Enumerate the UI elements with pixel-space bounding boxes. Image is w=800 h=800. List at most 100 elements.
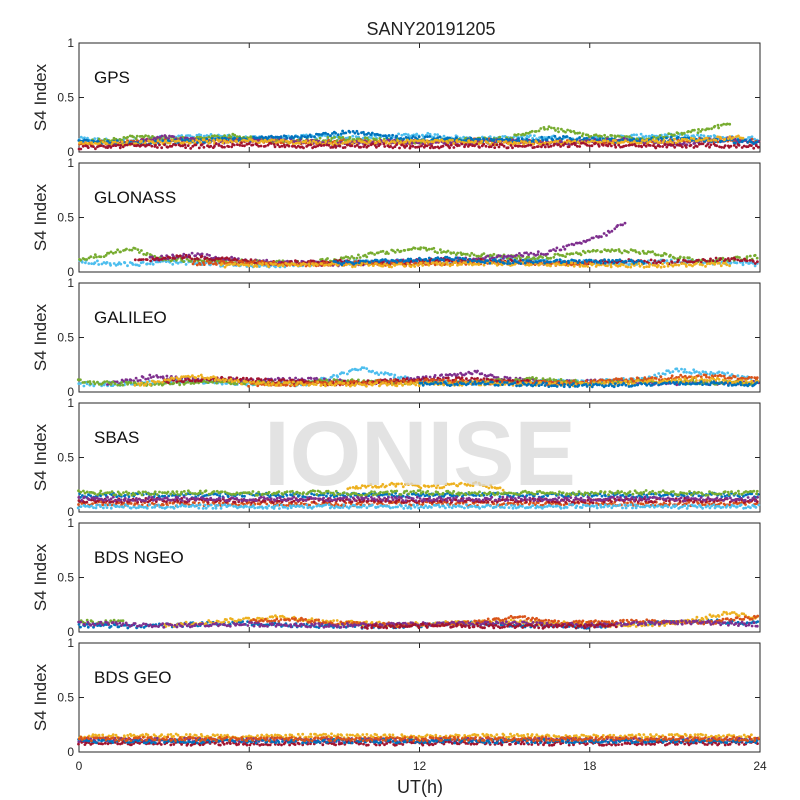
data-point — [396, 139, 400, 143]
data-point — [411, 144, 415, 148]
data-point — [345, 263, 348, 267]
data-point — [406, 138, 409, 142]
data-point — [566, 264, 570, 267]
data-point — [441, 144, 445, 148]
data-point — [442, 250, 446, 254]
data-point — [713, 124, 717, 128]
data-point — [543, 261, 546, 265]
data-point — [93, 141, 97, 145]
data-point — [339, 132, 343, 136]
data-point — [493, 146, 497, 150]
data-point — [419, 258, 423, 261]
data-point — [585, 143, 589, 147]
data-point — [221, 136, 224, 140]
y-tick-label: 0.5 — [57, 211, 74, 225]
data-point — [439, 248, 442, 252]
data-point — [354, 261, 358, 265]
data-point — [743, 138, 747, 142]
data-point — [518, 256, 522, 260]
data-point — [173, 257, 177, 260]
data-point — [151, 262, 155, 266]
data-point — [527, 255, 531, 259]
data-point — [353, 131, 357, 135]
data-point — [215, 381, 219, 385]
data-point — [449, 143, 453, 147]
data-point — [445, 255, 449, 259]
data-point — [748, 136, 752, 139]
data-point — [320, 144, 323, 148]
data-point — [585, 259, 589, 263]
data-point — [348, 136, 352, 139]
data-point — [377, 373, 381, 376]
data-point — [737, 143, 741, 147]
data-point — [235, 140, 239, 143]
data-point — [504, 140, 508, 143]
data-point — [508, 376, 512, 380]
data-point — [160, 134, 164, 138]
data-point — [564, 130, 567, 134]
data-point — [671, 370, 675, 373]
data-point — [379, 133, 382, 137]
data-point — [399, 258, 403, 262]
data-point — [616, 259, 619, 262]
data-point — [387, 252, 390, 256]
data-point — [324, 131, 327, 135]
data-point — [595, 138, 599, 142]
data-point — [196, 257, 200, 261]
data-point — [669, 135, 673, 139]
data-point — [581, 132, 585, 136]
data-point — [498, 140, 502, 143]
data-point — [725, 263, 729, 267]
panel-label: GPS — [94, 68, 130, 87]
data-point — [673, 133, 676, 137]
data-point — [603, 139, 607, 143]
data-point — [351, 130, 355, 133]
data-point — [682, 131, 686, 135]
data-point — [573, 259, 577, 263]
data-point — [696, 133, 699, 137]
data-point — [304, 262, 307, 266]
data-point — [571, 252, 575, 256]
data-point — [322, 143, 326, 147]
data-point — [308, 140, 312, 144]
data-point — [663, 143, 667, 147]
data-point — [269, 142, 273, 145]
data-point — [599, 261, 602, 265]
data-point — [281, 264, 285, 268]
data-point — [456, 373, 459, 376]
data-point — [541, 138, 544, 142]
data-point — [156, 375, 160, 379]
data-point — [460, 263, 463, 266]
data-point — [433, 145, 437, 149]
data-point — [713, 262, 717, 266]
data-point — [653, 259, 657, 263]
data-point — [197, 146, 201, 150]
data-point — [134, 376, 138, 380]
data-point — [578, 136, 581, 140]
data-point — [271, 263, 275, 266]
data-point — [141, 375, 145, 379]
data-point — [148, 262, 152, 266]
data-point — [198, 263, 202, 266]
data-point — [372, 137, 376, 141]
data-point — [572, 243, 576, 247]
data-point — [192, 260, 196, 263]
data-point — [346, 143, 350, 147]
data-point — [247, 142, 251, 146]
data-point — [140, 139, 143, 143]
data-point — [515, 253, 518, 257]
data-point — [251, 139, 255, 143]
panel-data-points — [77, 122, 761, 151]
data-point — [709, 257, 712, 261]
data-point — [170, 138, 174, 142]
data-point — [606, 139, 610, 143]
data-point — [665, 259, 669, 262]
data-point — [137, 264, 141, 267]
data-point — [336, 133, 340, 137]
data-point — [486, 141, 489, 145]
data-point — [448, 146, 451, 150]
data-point — [359, 259, 362, 263]
data-point — [94, 147, 97, 151]
data-point — [475, 142, 478, 146]
data-point — [464, 143, 468, 146]
